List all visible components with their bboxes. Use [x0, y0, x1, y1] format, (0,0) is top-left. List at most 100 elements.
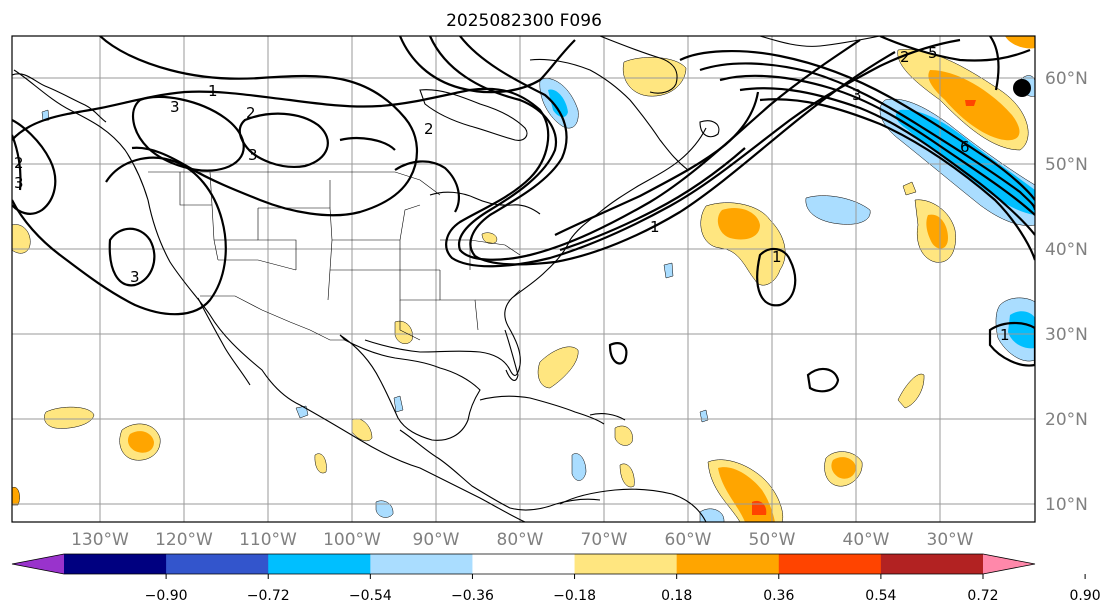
shade-pos-region	[897, 373, 925, 409]
shade-pos-region	[1005, 36, 1035, 49]
shade-pos-region	[619, 463, 635, 488]
coastline-hispaniola	[589, 413, 626, 421]
shade-pos-mid-region	[831, 457, 856, 479]
contour-line	[739, 87, 1035, 236]
contour-line	[12, 38, 961, 268]
contour-label: 2	[246, 104, 256, 122]
contour-label: 2	[424, 120, 434, 138]
lon-label: 40°W	[843, 530, 890, 550]
political-borders	[148, 171, 521, 341]
shade-pos-region	[614, 425, 633, 446]
coastline-newfoundland	[699, 120, 720, 138]
colorbar-cell	[472, 554, 576, 574]
colorbar-tick-label: −0.54	[349, 588, 392, 604]
shade-neg-region	[663, 262, 674, 279]
contour-label: 3	[170, 98, 180, 116]
contour-line	[12, 119, 57, 215]
contour-label: 3	[14, 174, 24, 192]
colorbar-tick-label: −0.72	[247, 588, 290, 604]
coastline-greenland	[599, 36, 678, 94]
contour-line	[12, 156, 227, 316]
lon-label: 30°W	[927, 530, 974, 550]
shade-neg-region	[375, 500, 394, 518]
shade-neg-region	[393, 395, 404, 413]
colorbar-cell	[64, 554, 167, 574]
contour-line	[131, 95, 245, 172]
contour-line	[989, 36, 1000, 91]
colorbar-tick-label: −0.90	[145, 588, 188, 604]
contour-label: 1	[772, 248, 782, 266]
coastline-cuba	[479, 395, 605, 425]
colorbar-cell	[574, 554, 678, 574]
contour-line	[459, 36, 896, 266]
longitude-labels: 130°W 120°W 110°W 100°W 90°W 80°W 70°W 6…	[71, 530, 974, 550]
coastline-gulf-of-mexico	[339, 334, 481, 441]
contour-line	[756, 247, 797, 307]
location-marker-icon	[1013, 79, 1031, 97]
shade-pos-high-region	[965, 100, 976, 106]
map-title: 2025082300 F096	[446, 11, 602, 31]
shade-pos-region	[12, 486, 20, 506]
shade-neg-mid-region	[1008, 311, 1035, 349]
latitude-labels: 60°N 50°N 40°N 30°N 20°N 10°N	[1045, 69, 1088, 515]
colorbar-tick-label: 0.72	[967, 588, 998, 604]
colorbar-cell	[370, 554, 473, 574]
contour-line	[238, 112, 329, 168]
contour-line	[759, 98, 1035, 261]
contour-line	[699, 62, 1035, 211]
shade-neg-mid-region	[548, 89, 568, 118]
colorbar-cell	[676, 554, 780, 574]
map-panel: 1 2 3 3 3 2 2 3 1 1 6 5 1 2 3	[11, 35, 1036, 523]
lat-label: 40°N	[1045, 240, 1088, 260]
shade-pos-region	[902, 181, 917, 196]
lon-label: 130°W	[71, 530, 129, 550]
us-mexico-border	[200, 295, 345, 341]
colorbar-tick-label: 0.36	[763, 588, 794, 604]
lon-label: 120°W	[155, 530, 213, 550]
coastline-greenland-east	[759, 36, 881, 47]
colorbar-tick-label: −0.36	[451, 588, 494, 604]
contour-label: 5	[928, 44, 938, 62]
contour-line	[394, 160, 460, 213]
contour-line	[879, 36, 1031, 62]
lat-label: 30°N	[1045, 325, 1088, 345]
lat-label: 10°N	[1045, 495, 1088, 515]
shade-pos-region	[12, 224, 31, 254]
contour-label: 1	[1000, 326, 1010, 344]
contour-labels: 1 2 3 3 3 2 2 3 1 1 6 5 1 2 3	[14, 44, 1010, 344]
contour-line	[608, 342, 628, 365]
shade-pos-region	[481, 232, 498, 244]
coastline-west-north-america	[13, 69, 526, 522]
lon-label: 60°W	[665, 530, 712, 550]
contour-label: 2	[14, 154, 24, 172]
lon-label: 80°W	[497, 530, 544, 550]
lon-label: 100°W	[323, 530, 381, 550]
contour-line	[719, 74, 1035, 216]
coastline-labrador	[529, 58, 689, 171]
colorbar-cell	[166, 554, 269, 574]
coastline-baja	[197, 297, 251, 386]
lat-label: 50°N	[1045, 155, 1088, 175]
contour-line	[679, 50, 1035, 201]
contour-line	[339, 136, 396, 151]
coastline-south-america	[559, 488, 707, 522]
contour-label: 6	[960, 138, 970, 156]
coastlines	[12, 36, 881, 522]
contour-line	[988, 321, 1035, 367]
colorbar-tick-label: 0.90	[1070, 588, 1101, 604]
lon-label: 70°W	[581, 530, 628, 550]
contour-line	[559, 147, 746, 252]
contour-label: 1	[650, 218, 660, 236]
contour-line	[554, 91, 760, 236]
contour-line	[806, 367, 840, 393]
contour-label: 3	[130, 268, 140, 286]
colorbar-tick-label: −0.18	[553, 588, 596, 604]
colorbar-cell	[268, 554, 371, 574]
shade-pos-region	[622, 57, 687, 97]
lon-label: 110°W	[239, 530, 297, 550]
coastline-hudson-bay	[419, 89, 528, 141]
contour-line	[428, 36, 861, 261]
colorbar-extend-high	[983, 554, 1035, 574]
lon-label: 50°W	[749, 530, 796, 550]
